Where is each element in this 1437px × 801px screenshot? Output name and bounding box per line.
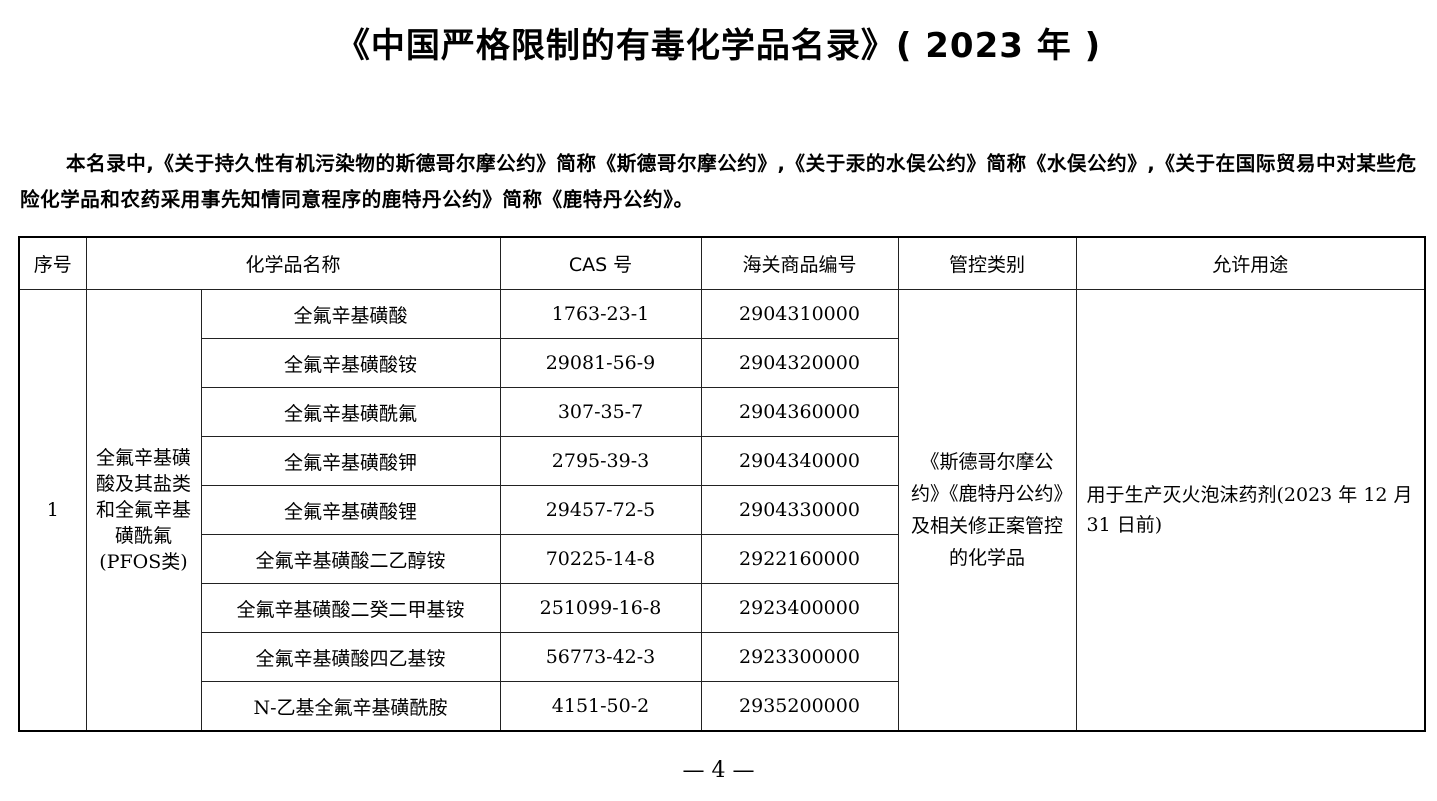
hs-code: 2904320000 <box>700 338 899 388</box>
cas-number: 29457-72-5 <box>499 485 702 535</box>
chemicals-table: 序号 化学品名称 CAS 号 海关商品编号 管控类别 允许用途 1 全氟辛基磺酸及… <box>18 236 1426 732</box>
hs-code: 2904340000 <box>700 436 899 486</box>
cas-number: 251099-16-8 <box>499 583 702 633</box>
chemical-name: N-乙基全氟辛基磺酰胺 <box>200 681 501 732</box>
document-title: 《中国严格限制的有毒化学品名录》( 2023 年 ) <box>335 26 1102 66</box>
table-header-row: 序号 化学品名称 CAS 号 海关商品编号 管控类别 允许用途 <box>18 236 1426 290</box>
chemical-name: 全氟辛基磺酸二乙醇铵 <box>200 534 501 584</box>
hs-code: 2935200000 <box>700 681 899 732</box>
cas-number: 1763-23-1 <box>499 289 702 339</box>
table-row: 全氟辛基磺酸钾 2795-39-3 2904340000 <box>19 436 1425 486</box>
chemical-name: 全氟辛基磺酸钾 <box>200 436 501 486</box>
hs-code: 2922160000 <box>700 534 899 584</box>
cas-number: 29081-56-9 <box>499 338 702 388</box>
cas-number: 56773-42-3 <box>499 632 702 682</box>
table-row: 全氟辛基磺酸二癸二甲基铵 251099-16-8 2923400000 <box>19 583 1425 633</box>
table-row: 1 全氟辛基磺酸及其盐类和全氟辛基磺酰氟(PFOS类) 全氟辛基磺酸 1763-23-… <box>18 289 1426 732</box>
header-use: 允许用途 <box>1075 236 1426 290</box>
chemical-name: 全氟辛基磺酸二癸二甲基铵 <box>200 583 501 633</box>
chemical-name: 全氟辛基磺酸 <box>200 289 501 339</box>
table-row: 全氟辛基磺酸铵 29081-56-9 2904320000 <box>19 338 1425 388</box>
hs-code: 2904360000 <box>700 387 899 437</box>
permitted-use: 用于生产灭火泡沫药剂(2023 年 12 月 31 日前) <box>1075 289 1426 732</box>
header-hs: 海关商品编号 <box>700 236 899 290</box>
hs-code: 2923400000 <box>700 583 899 633</box>
chemical-name: 全氟辛基磺酸铵 <box>200 338 501 388</box>
header-cas: CAS 号 <box>499 236 702 290</box>
table-row: 全氟辛基磺酸锂 29457-72-5 2904330000 <box>19 485 1425 535</box>
header-control: 管控类别 <box>897 236 1077 290</box>
group-number: 1 <box>18 289 87 732</box>
hs-code: 2904310000 <box>700 289 899 339</box>
chemical-name: 全氟辛基磺酸四乙基铵 <box>200 632 501 682</box>
cas-number: 4151-50-2 <box>499 681 702 732</box>
table-row: 全氟辛基磺酸四乙基铵 56773-42-3 2923300000 <box>19 632 1425 682</box>
header-no: 序号 <box>18 236 87 290</box>
cas-number: 307-35-7 <box>499 387 702 437</box>
hs-code: 2904330000 <box>700 485 899 535</box>
chemical-name: 全氟辛基磺酰氟 <box>200 387 501 437</box>
table-row: 全氟辛基磺酸二乙醇铵 70225-14-8 2922160000 <box>19 534 1425 584</box>
table-row: N-乙基全氟辛基磺酰胺 4151-50-2 2935200000 <box>19 681 1425 732</box>
intro-paragraph: 本名录中,《关于持久性有机污染物的斯德哥尔摩公约》简称《斯德哥尔摩公约》,《关于… <box>20 152 1417 211</box>
table-row: 全氟辛基磺酰氟 307-35-7 2904360000 <box>19 387 1425 437</box>
cas-number: 70225-14-8 <box>499 534 702 584</box>
control-category: 《斯德哥尔摩公约》《鹿特丹公约》及相关修正案管控的化学品 <box>897 289 1077 732</box>
header-name: 化学品名称 <box>85 236 501 290</box>
cas-number: 2795-39-3 <box>499 436 702 486</box>
chemical-name: 全氟辛基磺酸锂 <box>200 485 501 535</box>
hs-code: 2923300000 <box>700 632 899 682</box>
page-number: — 4 — <box>682 758 755 783</box>
group-name: 全氟辛基磺酸及其盐类和全氟辛基磺酰氟(PFOS类) <box>85 289 202 732</box>
